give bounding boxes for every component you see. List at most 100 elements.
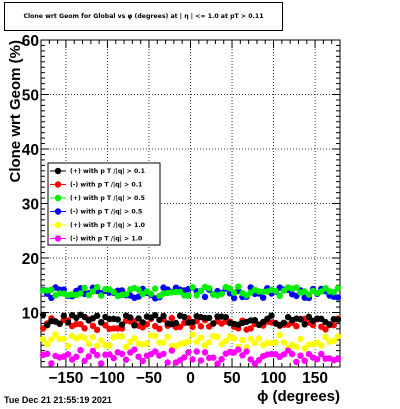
data-point-5 [152,332,159,340]
data-point-5 [106,342,113,349]
data-point-3 [293,284,300,291]
data-point-2 [156,325,163,332]
data-point-1 [39,311,47,319]
data-point-3 [218,290,225,298]
data-point-2 [168,314,175,322]
data-point-5 [60,335,67,343]
data-point-1 [156,316,163,324]
data-point-5 [293,343,300,350]
data-point-1 [44,322,51,329]
data-point-1 [172,319,180,327]
x-axis-title: ϕ (degrees) [257,388,340,405]
data-point-1 [98,319,105,326]
x-tick-label: 50 [223,370,240,387]
legend-marker [54,221,62,229]
legend-marker [54,194,62,202]
legend: (+) with p T /|q| > 0.1 (-) with p T /|q|… [47,162,161,246]
data-point-1 [118,321,126,328]
data-point-5 [64,342,72,350]
data-point-1 [160,312,167,320]
data-point-5 [255,335,263,342]
data-point-6 [77,347,84,354]
data-point-4 [201,293,209,301]
data-point-6 [93,351,101,359]
data-point-3 [235,283,242,290]
data-point-3 [77,290,84,297]
data-point-2 [176,323,184,331]
data-point-2 [247,325,254,332]
legend-label: (+) with p T /|q| > 1.0 [70,222,146,230]
data-point-6 [106,351,113,358]
data-point-1 [268,312,275,319]
data-point-3 [98,292,105,299]
data-point-6 [189,356,196,363]
data-point-3 [81,284,88,292]
data-point-3 [272,287,279,295]
data-point-3 [48,286,55,293]
data-point-1 [131,322,138,329]
data-point-3 [189,284,196,291]
data-point-3 [85,291,93,299]
data-point-5 [143,340,151,347]
data-point-6 [81,357,88,365]
data-point-1 [127,314,134,321]
data-point-5 [185,338,192,345]
data-point-4 [230,294,238,302]
data-point-5 [276,331,283,339]
data-point-3 [230,289,238,296]
data-point-1 [135,315,142,322]
y-tick-label: 10 [22,306,39,323]
data-point-1 [334,316,342,323]
data-point-3 [226,285,234,292]
data-point-3 [193,292,200,299]
data-point-5 [230,335,238,342]
data-point-1 [139,319,146,326]
data-point-6 [98,360,105,367]
legend-label: (-) with p T /|q| > 1.0 [70,236,143,244]
data-point-3 [135,286,142,293]
data-point-6 [164,359,171,366]
data-point-2 [89,322,97,329]
data-point-1 [81,313,88,321]
data-point-5 [193,338,200,345]
data-point-1 [297,316,304,323]
legend-label: (-) with p T /|q| > 0.5 [70,209,142,217]
data-point-5 [280,339,288,346]
data-point-5 [247,335,254,342]
y-tick-label: 20 [22,251,39,268]
y-tick-label: 50 [22,88,39,105]
data-point-2 [189,323,196,331]
data-point-6 [318,350,325,358]
data-point-2 [322,326,329,333]
data-point-5 [85,340,93,347]
data-point-6 [218,356,225,363]
data-point-6 [73,353,80,360]
data-point-6 [44,350,51,357]
data-point-6 [297,352,304,359]
data-point-1 [222,314,229,321]
data-point-6 [193,348,200,355]
data-point-5 [197,334,205,341]
data-point-6 [280,351,288,358]
data-point-6 [243,348,250,355]
data-point-6 [131,346,138,353]
data-point-5 [297,335,304,343]
legend-marker [54,167,62,175]
data-point-2 [93,326,101,333]
data-point-3 [147,290,155,298]
data-point-1 [93,312,101,319]
data-point-3 [305,291,313,298]
data-point-1 [251,317,259,324]
legend-label: (-) with p T /|q| > 0.1 [70,182,142,190]
data-point-6 [301,357,308,364]
data-point-6 [168,347,175,354]
data-point-2 [197,323,205,330]
data-point-5 [160,339,167,346]
data-point-6 [214,360,221,367]
data-point-1 [326,321,333,328]
data-point-1 [114,316,122,323]
data-point-5 [127,338,134,345]
x-tick-label: −100 [90,370,125,387]
data-point-5 [322,333,329,341]
